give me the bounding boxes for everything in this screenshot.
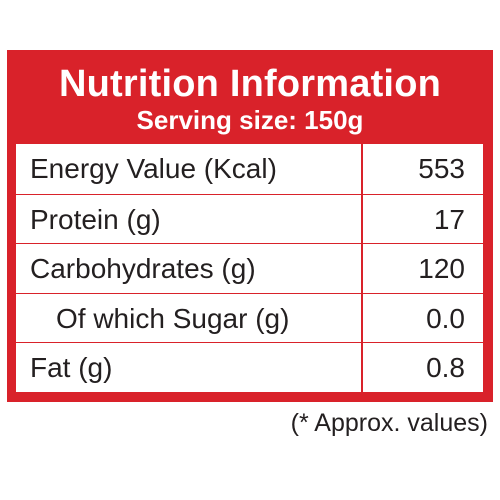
- row-label: Fat (g): [30, 352, 113, 384]
- row-value: 553: [418, 153, 465, 184]
- nutrition-panel: Nutrition Information Serving size: 150g…: [7, 50, 493, 402]
- table-row-protein: Protein (g) 17: [16, 193, 483, 244]
- row-label: Energy Value (Kcal): [30, 153, 277, 184]
- row-label: Of which Sugar (g): [56, 302, 290, 334]
- table-row-fat: Fat (g) 0.8: [16, 342, 483, 392]
- table-row-sugar: Of which Sugar (g) 0.0: [16, 292, 483, 343]
- row-label: Carbohydrates (g): [30, 253, 256, 285]
- row-value: 120: [418, 253, 465, 285]
- panel-title: Nutrition Information: [58, 63, 442, 105]
- approx-values-footnote: (* Approx. values): [290, 409, 488, 437]
- row-value: 0.8: [426, 352, 465, 384]
- table-row-carbohydrates: Carbohydrates (g) 120: [16, 243, 483, 293]
- row-label: Protein (g): [30, 203, 161, 235]
- nutrition-table: Energy Value (Kcal) 553 Protein (g) 17 C…: [16, 144, 483, 392]
- row-value: 17: [433, 203, 465, 235]
- serving-size: Serving size: 150g: [136, 105, 364, 135]
- panel-header: Nutrition Information Serving size: 150g: [7, 50, 493, 144]
- column-divider: [361, 144, 363, 392]
- table-row-energy: Energy Value (Kcal) 553: [16, 144, 483, 194]
- row-value: 0.0: [426, 302, 465, 334]
